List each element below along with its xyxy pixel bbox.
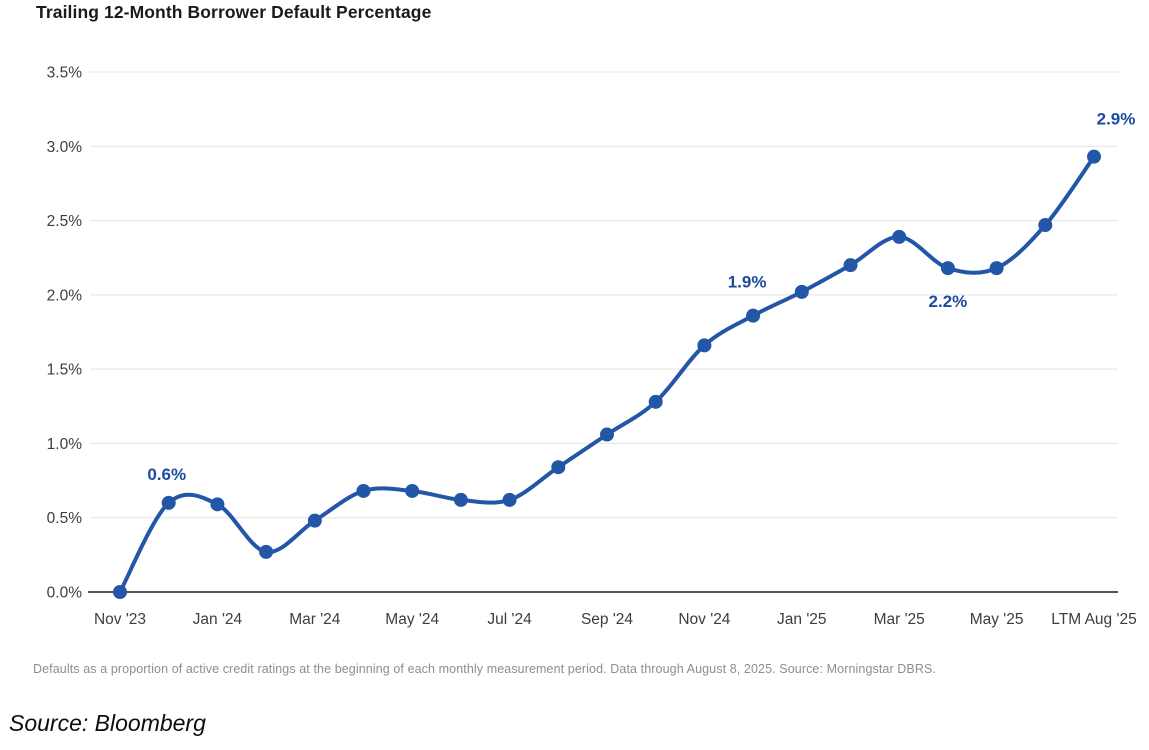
y-tick-label: 1.5% [47,362,83,379]
x-tick-label: Nov '24 [678,611,730,628]
data-point [794,284,809,299]
default-percentage-line-chart: 0.0% 0.5% 1.0% 1.5% 2.0% 2.5% 3.0% 3.5% Nov '23 J… [47,65,1137,629]
x-tick-label: Sep '24 [581,611,633,628]
data-point [697,338,712,353]
x-tick-label: Jan '24 [193,611,243,628]
data-label: 2.9% [1097,110,1136,129]
data-point [843,258,858,273]
data-point [989,261,1004,276]
y-tick-label: 1.0% [47,436,83,453]
x-tick-label: Nov '23 [94,611,146,628]
data-point [1038,218,1053,233]
data-point [405,483,420,498]
data-point [502,492,517,507]
x-tick-label: Mar '25 [874,611,925,628]
x-tick-label: May '25 [970,611,1024,628]
data-point [161,495,176,510]
chart-footnote: Defaults as a proportion of active credi… [33,662,937,676]
data-point [356,483,371,498]
data-point [892,229,907,244]
data-point [259,544,274,559]
source-attribution: Source: Bloomberg [9,710,206,736]
data-point [113,585,127,599]
data-label: 2.2% [929,292,968,311]
x-tick-label: LTM Aug '25 [1051,611,1136,628]
y-tick-label: 2.5% [47,213,83,230]
data-point [307,513,322,528]
y-tick-label: 3.5% [47,65,83,82]
y-tick-label: 2.0% [47,287,83,304]
y-tick-label: 0.5% [47,510,83,527]
x-tick-label: Jan '25 [777,611,827,628]
data-point [551,460,566,475]
data-point [1087,149,1101,164]
data-label: 1.9% [728,273,767,292]
y-tick-label: 0.0% [47,585,83,602]
data-point [453,492,468,507]
data-point [600,427,614,442]
series-line [118,154,1096,594]
x-tick-label: Jul '24 [487,611,532,628]
data-point [648,394,663,409]
data-point [940,261,955,276]
x-tick-label: May '24 [385,611,439,628]
chart-title: Trailing 12-Month Borrower Default Perce… [36,2,432,22]
x-tick-label: Mar '24 [289,611,341,628]
data-point [210,497,225,512]
data-point [746,308,761,323]
y-tick-label: 3.0% [47,139,83,156]
data-label: 0.6% [147,465,186,484]
